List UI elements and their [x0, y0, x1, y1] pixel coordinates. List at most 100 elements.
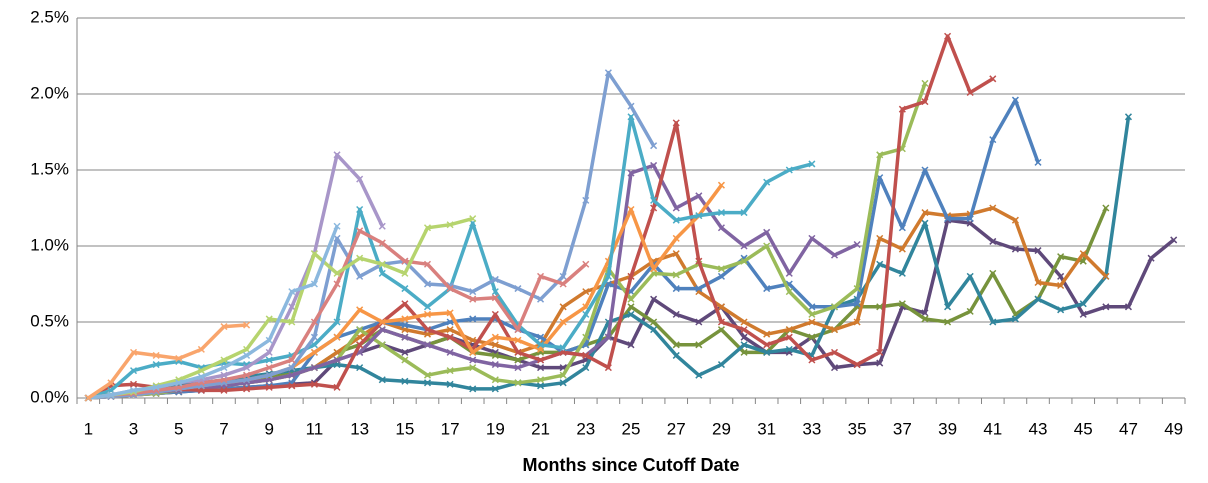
marker: [288, 364, 296, 372]
marker: [333, 318, 341, 326]
marker: [446, 380, 454, 388]
marker: [808, 234, 816, 242]
x-tick-label: 49: [1164, 419, 1183, 438]
x-tick-label: 35: [848, 419, 867, 438]
marker: [152, 351, 160, 359]
x-tick-label: 41: [983, 419, 1002, 438]
marker: [401, 321, 409, 329]
marker: [469, 295, 477, 303]
marker: [423, 371, 432, 379]
marker: [898, 269, 906, 277]
marker: [695, 318, 703, 326]
marker: [763, 178, 771, 186]
marker: [491, 275, 499, 283]
x-tick-label: 19: [486, 419, 505, 438]
marker: [853, 361, 861, 369]
marker: [898, 245, 906, 253]
marker: [491, 351, 499, 359]
marker: [401, 356, 409, 364]
marker: [1034, 158, 1042, 166]
marker: [604, 364, 612, 372]
marker: [650, 295, 658, 303]
marker: [1034, 278, 1042, 287]
marker: [830, 303, 839, 311]
marker: [265, 356, 273, 364]
marker: [898, 105, 906, 113]
marker: [469, 315, 477, 323]
marker: [175, 354, 183, 363]
marker: [921, 315, 929, 323]
marker: [401, 348, 409, 356]
marker: [401, 315, 409, 323]
marker: [356, 227, 364, 235]
marker: [537, 382, 545, 390]
y-tick-label: 1.5%: [30, 159, 69, 178]
marker: [197, 367, 205, 375]
marker: [921, 79, 929, 87]
marker: [197, 373, 205, 381]
marker: [537, 341, 545, 349]
marker: [627, 341, 635, 349]
marker: [1102, 303, 1110, 311]
marker: [695, 371, 703, 379]
x-tick-label: 7: [219, 419, 228, 438]
marker: [310, 318, 318, 326]
x-tick-label: 39: [938, 419, 957, 438]
marker: [446, 309, 454, 317]
marker: [378, 260, 386, 268]
marker: [830, 251, 839, 259]
series-line: [88, 163, 858, 400]
marker: [808, 318, 816, 326]
marker: [1102, 204, 1110, 212]
marker: [650, 196, 658, 204]
marker: [401, 269, 409, 277]
marker: [378, 222, 386, 230]
x-tick-label: 3: [129, 419, 138, 438]
series-line: [87, 323, 247, 400]
marker: [243, 321, 251, 329]
marker: [152, 361, 160, 369]
marker: [921, 209, 929, 217]
marker: [356, 341, 364, 349]
marker: [876, 260, 884, 268]
marker: [265, 371, 273, 379]
marker: [717, 326, 725, 334]
marker: [446, 367, 454, 375]
marker: [333, 269, 341, 277]
x-tick-label: 21: [531, 419, 550, 438]
marker: [717, 209, 725, 217]
marker: [446, 285, 454, 293]
marker: [1079, 310, 1087, 318]
marker: [921, 309, 929, 317]
x-tick-label: 17: [441, 419, 460, 438]
marker: [672, 234, 680, 242]
marker: [966, 215, 974, 223]
x-tick-label: 43: [1029, 419, 1048, 438]
marker: [469, 288, 477, 296]
marker: [650, 161, 658, 169]
marker: [401, 333, 409, 341]
marker: [423, 379, 432, 387]
marker: [333, 356, 341, 364]
marker: [627, 272, 635, 280]
series-line: [88, 225, 339, 400]
marker: [491, 294, 499, 302]
marker: [763, 242, 771, 250]
marker: [898, 300, 906, 308]
marker: [469, 385, 477, 393]
marker: [853, 318, 861, 326]
marker: [785, 288, 793, 296]
marker: [808, 333, 816, 341]
marker: [582, 364, 590, 372]
marker: [627, 303, 635, 311]
marker: [672, 204, 680, 212]
marker: [582, 288, 590, 296]
x-tick-label: 47: [1119, 419, 1138, 438]
x-tick-label: 15: [395, 419, 414, 438]
marker: [559, 280, 567, 288]
marker: [130, 367, 138, 375]
marker: [243, 364, 251, 372]
marker: [423, 303, 432, 311]
marker: [672, 250, 680, 258]
